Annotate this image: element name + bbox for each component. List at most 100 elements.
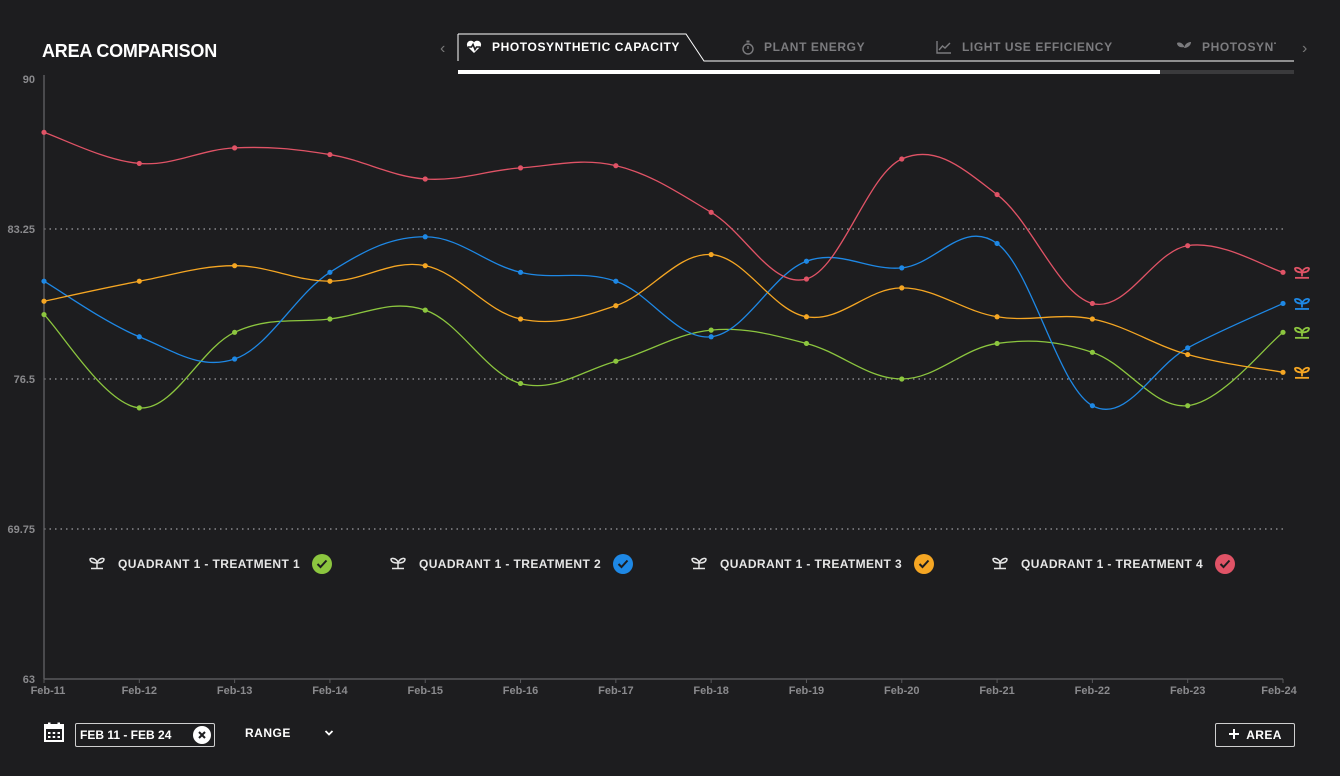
- series-end-plant-icon: [1294, 298, 1310, 310]
- data-point: [708, 251, 714, 258]
- tab-label: PHOTOSYNTHETIC CAPACITY: [492, 40, 681, 54]
- tab-photosynthetic-capacity[interactable]: PHOTOSYNTHETIC CAPACITY: [466, 38, 680, 56]
- page-title: AREA COMPARISON: [42, 41, 218, 61]
- legend-item-treatment-4[interactable]: QUADRANT 1 - TREATMENT 4: [991, 553, 1236, 575]
- series-line-1: [43, 305, 1284, 409]
- heart-pulse-icon: [466, 40, 482, 54]
- data-point: [136, 405, 142, 411]
- data-point: [613, 163, 619, 169]
- data-point: [899, 285, 905, 291]
- plant-icon: [88, 556, 106, 573]
- check-icon[interactable]: [312, 554, 333, 574]
- data-point: [232, 356, 238, 362]
- legend-label: QUADRANT 1 - TREATMENT 3: [720, 557, 903, 571]
- x-tick-label: Feb-15: [407, 685, 442, 697]
- data-point: [994, 191, 1000, 198]
- data-point: [708, 327, 714, 333]
- x-tick-label: Feb-13: [217, 685, 252, 697]
- date-range-value: FEB 11 - FEB 24: [80, 728, 172, 742]
- tabs-prev-arrow[interactable]: ‹: [440, 40, 446, 57]
- data-point: [708, 334, 714, 340]
- tab-photosynth[interactable]: PHOTOSYNTH: [1176, 38, 1276, 56]
- data-point: [994, 314, 1000, 320]
- series-line-4: [43, 131, 1284, 305]
- data-point: [1185, 351, 1191, 358]
- x-tick-label: Feb-11: [31, 685, 66, 697]
- data-point: [327, 151, 333, 158]
- chevron-down-icon[interactable]: [323, 726, 335, 744]
- data-point: [994, 340, 1000, 347]
- add-area-button[interactable]: AREA: [1215, 723, 1295, 747]
- legend-item-treatment-2[interactable]: QUADRANT 1 - TREATMENT 2: [389, 553, 634, 575]
- x-tick-label: Feb-17: [598, 685, 633, 697]
- calendar-icon[interactable]: [44, 722, 64, 747]
- data-point: [327, 278, 333, 284]
- range-dropdown[interactable]: RANGE: [245, 726, 291, 740]
- x-tick-label: Feb-14: [312, 685, 348, 697]
- tab-label: PHOTOSYNTH: [1202, 40, 1276, 54]
- data-point: [708, 209, 714, 215]
- stopwatch-icon: [742, 40, 754, 55]
- data-point: [899, 156, 905, 162]
- data-point: [1185, 403, 1191, 409]
- check-icon[interactable]: [1215, 554, 1236, 574]
- data-point: [136, 160, 142, 167]
- series-end-plant-icon: [1294, 366, 1310, 379]
- tab-label: PLANT ENERGY: [764, 40, 866, 54]
- tabs-next-arrow[interactable]: ›: [1302, 40, 1308, 57]
- x-tick-label: Feb-20: [884, 685, 919, 697]
- data-point: [136, 278, 142, 284]
- y-tick-label: 90: [23, 74, 35, 86]
- tab-light-use-efficiency[interactable]: LIGHT USE EFFICIENCY: [936, 38, 1113, 56]
- check-icon[interactable]: [914, 554, 935, 574]
- close-circle-icon[interactable]: [193, 726, 211, 744]
- data-point: [613, 278, 619, 284]
- data-point: [41, 311, 47, 318]
- plant-icon: [991, 556, 1009, 573]
- plant-icon: [690, 556, 708, 573]
- data-point: [232, 329, 238, 335]
- data-point: [613, 303, 619, 309]
- tab-plant-energy[interactable]: PLANT ENERGY: [742, 38, 865, 56]
- x-tick-label: Feb-16: [503, 685, 538, 697]
- sprout-icon: [1176, 40, 1192, 54]
- legend-label: QUADRANT 1 - TREATMENT 2: [419, 557, 602, 571]
- data-point: [803, 314, 810, 320]
- data-point: [994, 240, 1000, 247]
- data-point: [1280, 300, 1286, 307]
- data-point: [41, 278, 47, 284]
- data-point: [232, 145, 238, 151]
- data-point: [327, 316, 333, 322]
- check-icon[interactable]: [613, 554, 634, 574]
- tab-progress-track: [458, 70, 1294, 74]
- data-point: [1089, 316, 1095, 322]
- data-point: [803, 276, 810, 282]
- data-point: [422, 176, 428, 182]
- data-point: [422, 263, 428, 269]
- metric-tabs: ‹ PHOTOSYNTHETIC CAPACITY PLANT ENERGY: [436, 30, 1316, 76]
- data-point: [899, 376, 905, 382]
- data-point: [422, 234, 428, 240]
- series-end-plant-icon: [1294, 326, 1310, 339]
- active-tab-outline: [457, 33, 1294, 62]
- legend-item-treatment-1[interactable]: QUADRANT 1 - TREATMENT 1: [88, 553, 333, 575]
- series-line-2: [43, 235, 1284, 410]
- x-tick-label: Feb-22: [1075, 685, 1110, 697]
- x-tick-label: Feb-12: [122, 685, 157, 697]
- data-point: [803, 258, 810, 264]
- series-end-plant-icon: [1294, 266, 1310, 279]
- legend-label: QUADRANT 1 - TREATMENT 1: [118, 557, 301, 571]
- data-point: [1089, 403, 1095, 409]
- add-area-label: AREA: [1246, 728, 1282, 742]
- legend-label: QUADRANT 1 - TREATMENT 4: [1021, 557, 1204, 571]
- plant-icon: [389, 556, 407, 573]
- y-tick-label: 76.5: [14, 374, 35, 386]
- tab-label: LIGHT USE EFFICIENCY: [962, 40, 1113, 54]
- data-point: [41, 298, 47, 304]
- date-range-field[interactable]: FEB 11 - FEB 24: [75, 723, 215, 747]
- legend-item-treatment-3[interactable]: QUADRANT 1 - TREATMENT 3: [690, 553, 935, 575]
- y-tick-label: 63: [23, 674, 35, 686]
- x-tick-label: Feb-24: [1261, 685, 1297, 697]
- data-point: [517, 165, 524, 171]
